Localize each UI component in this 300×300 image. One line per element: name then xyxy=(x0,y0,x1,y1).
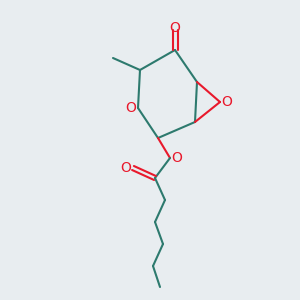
Text: O: O xyxy=(222,95,232,109)
Text: O: O xyxy=(121,161,131,175)
Text: O: O xyxy=(169,21,180,35)
Text: O: O xyxy=(172,151,182,165)
Text: O: O xyxy=(126,101,136,115)
